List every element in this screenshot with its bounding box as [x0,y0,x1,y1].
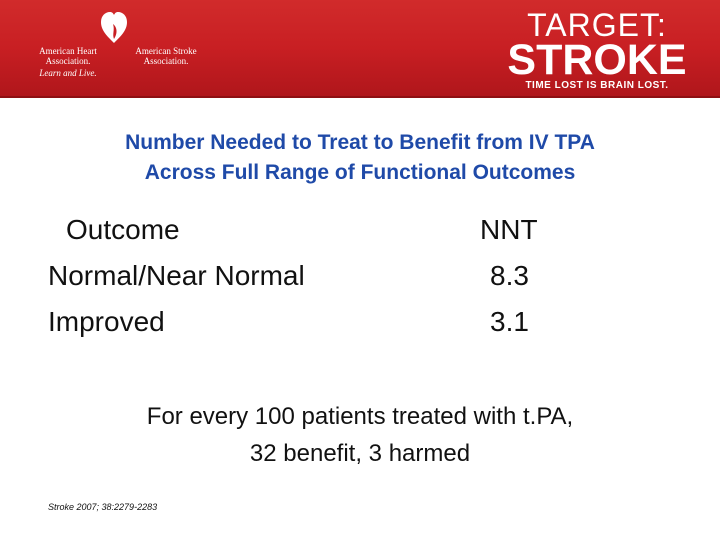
title-line1: Number Needed to Treat to Benefit from I… [125,131,595,154]
title-line2: Across Full Range of Functional Outcomes [144,161,576,184]
header-banner: American Heart Association. American Str… [0,0,720,96]
brand-tagline: TIME LOST IS BRAIN LOST. [525,80,669,91]
asa-name-line2: Association. [143,56,189,66]
row-nnt: 3.1 [490,306,529,337]
asa-name-line1: American Stroke [135,46,197,56]
summary-text: For every 100 patients treated with t.PA… [60,398,660,472]
row-outcome: Normal/Near Normal [48,260,305,291]
table-header-row: Outcome NNT [48,214,668,260]
header-outcome: Outcome [66,214,180,245]
table-row: Normal/Near Normal 8.3 [48,260,668,306]
aha-tagline: Learn and Live. [39,68,97,78]
nnt-table: Outcome NNT Normal/Near Normal 8.3 Impro… [48,214,668,352]
header-nnt: NNT [480,214,538,245]
heart-torch-icon [101,12,127,43]
summary-line1: For every 100 patients treated with t.PA… [146,403,574,430]
aha-name-line2: Association. [45,56,91,66]
citation: Stroke 2007; 38:2279-2283 [48,502,158,512]
aha-asa-logo: American Heart Association. American Str… [22,10,212,82]
row-outcome: Improved [48,306,165,337]
banner-divider [0,96,720,98]
table-row: Improved 3.1 [48,306,668,352]
row-nnt: 8.3 [490,260,529,291]
slide-title: Number Needed to Treat to Benefit from I… [20,128,700,188]
target-stroke-logo: TARGET: STROKE TIME LOST IS BRAIN LOST. [502,7,692,92]
brand-line2: STROKE [507,36,687,84]
brand-line1: TARGET: [527,7,667,43]
aha-name-line1: American Heart [39,46,97,56]
summary-line2: 32 benefit, 3 harmed [249,440,471,467]
